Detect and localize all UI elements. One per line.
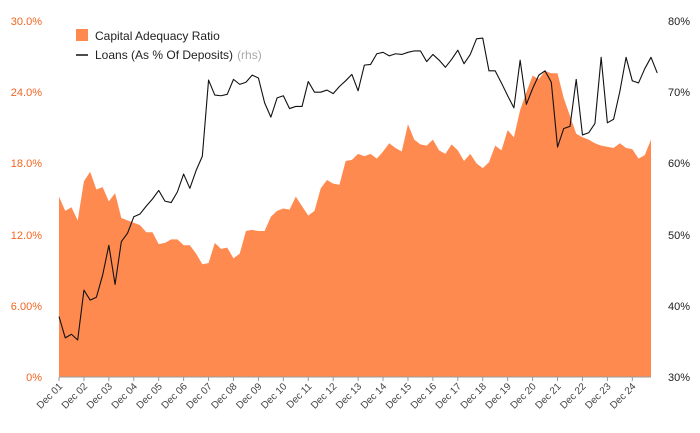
x-tick-label: Dec 21	[533, 381, 563, 411]
x-tick-label: Dec 12	[309, 381, 339, 411]
x-tick-label: Dec 10	[259, 381, 289, 411]
x-tick-label: Dec 02	[60, 381, 90, 411]
x-tick-label: Dec 09	[234, 381, 264, 411]
x-tick-label: Dec 06	[160, 381, 190, 411]
right-tick-label: 40%	[668, 301, 690, 313]
capital-adequacy-area	[59, 70, 651, 377]
left-tick-label: 24.0%	[11, 87, 42, 99]
x-tick-label: Dec 17	[434, 381, 464, 411]
loans-line	[58, 37, 658, 341]
legend-area-swatch	[76, 29, 88, 41]
legend-loans-text: Loans (As % Of Deposits)	[95, 48, 233, 62]
legend-label-loans: Loans (As % Of Deposits) (rhs)	[95, 48, 262, 62]
x-tick-label: Dec 18	[459, 381, 489, 411]
left-tick-label: 12.0%	[11, 230, 42, 242]
axis-layer	[58, 376, 651, 381]
x-tick-label: Dec 19	[484, 381, 514, 411]
x-tick-label: Dec 01	[35, 381, 65, 411]
x-tick-label: Dec 08	[209, 381, 239, 411]
left-tick-label: 0%	[26, 372, 42, 384]
area-layer	[59, 70, 651, 377]
right-tick-label: 30%	[668, 372, 690, 384]
right-axis-ticks: 30% 40% 50% 60% 70% 80%	[668, 16, 690, 384]
x-tick-label: Dec 11	[285, 381, 315, 411]
left-tick-label: 18.0%	[11, 158, 42, 170]
right-tick-label: 80%	[668, 16, 690, 28]
x-tick-label: Dec 15	[384, 381, 414, 411]
x-tick-label: Dec 16	[409, 381, 439, 411]
x-tick-label: Dec 23	[583, 381, 613, 411]
right-tick-label: 60%	[668, 158, 690, 170]
left-tick-label: 6.00%	[11, 301, 42, 313]
right-tick-label: 70%	[668, 87, 690, 99]
x-tick-label: Dec 22	[558, 381, 588, 411]
x-tick-label: Dec 03	[85, 381, 115, 411]
x-tick-label: Dec 04	[110, 381, 140, 411]
x-tick-label: Dec 07	[184, 381, 214, 411]
left-tick-label: 30.0%	[11, 16, 42, 28]
line-layer	[58, 37, 658, 341]
legend: Capital Adequacy Ratio Loans (As % Of De…	[76, 29, 262, 62]
legend-label-capital-adequacy: Capital Adequacy Ratio	[95, 29, 220, 43]
x-tick-label: Dec 24	[608, 381, 638, 411]
x-tick-label: Dec 20	[509, 381, 539, 411]
right-tick-label: 50%	[668, 230, 690, 242]
x-tick-label: Dec 14	[359, 381, 389, 411]
x-tick-label: Dec 05	[135, 381, 165, 411]
x-tick-label: Dec 13	[334, 381, 364, 411]
legend-loans-suffix: (rhs)	[237, 48, 262, 62]
left-axis-ticks: 0% 6.00% 12.0% 18.0% 24.0% 30.0%	[11, 16, 42, 384]
